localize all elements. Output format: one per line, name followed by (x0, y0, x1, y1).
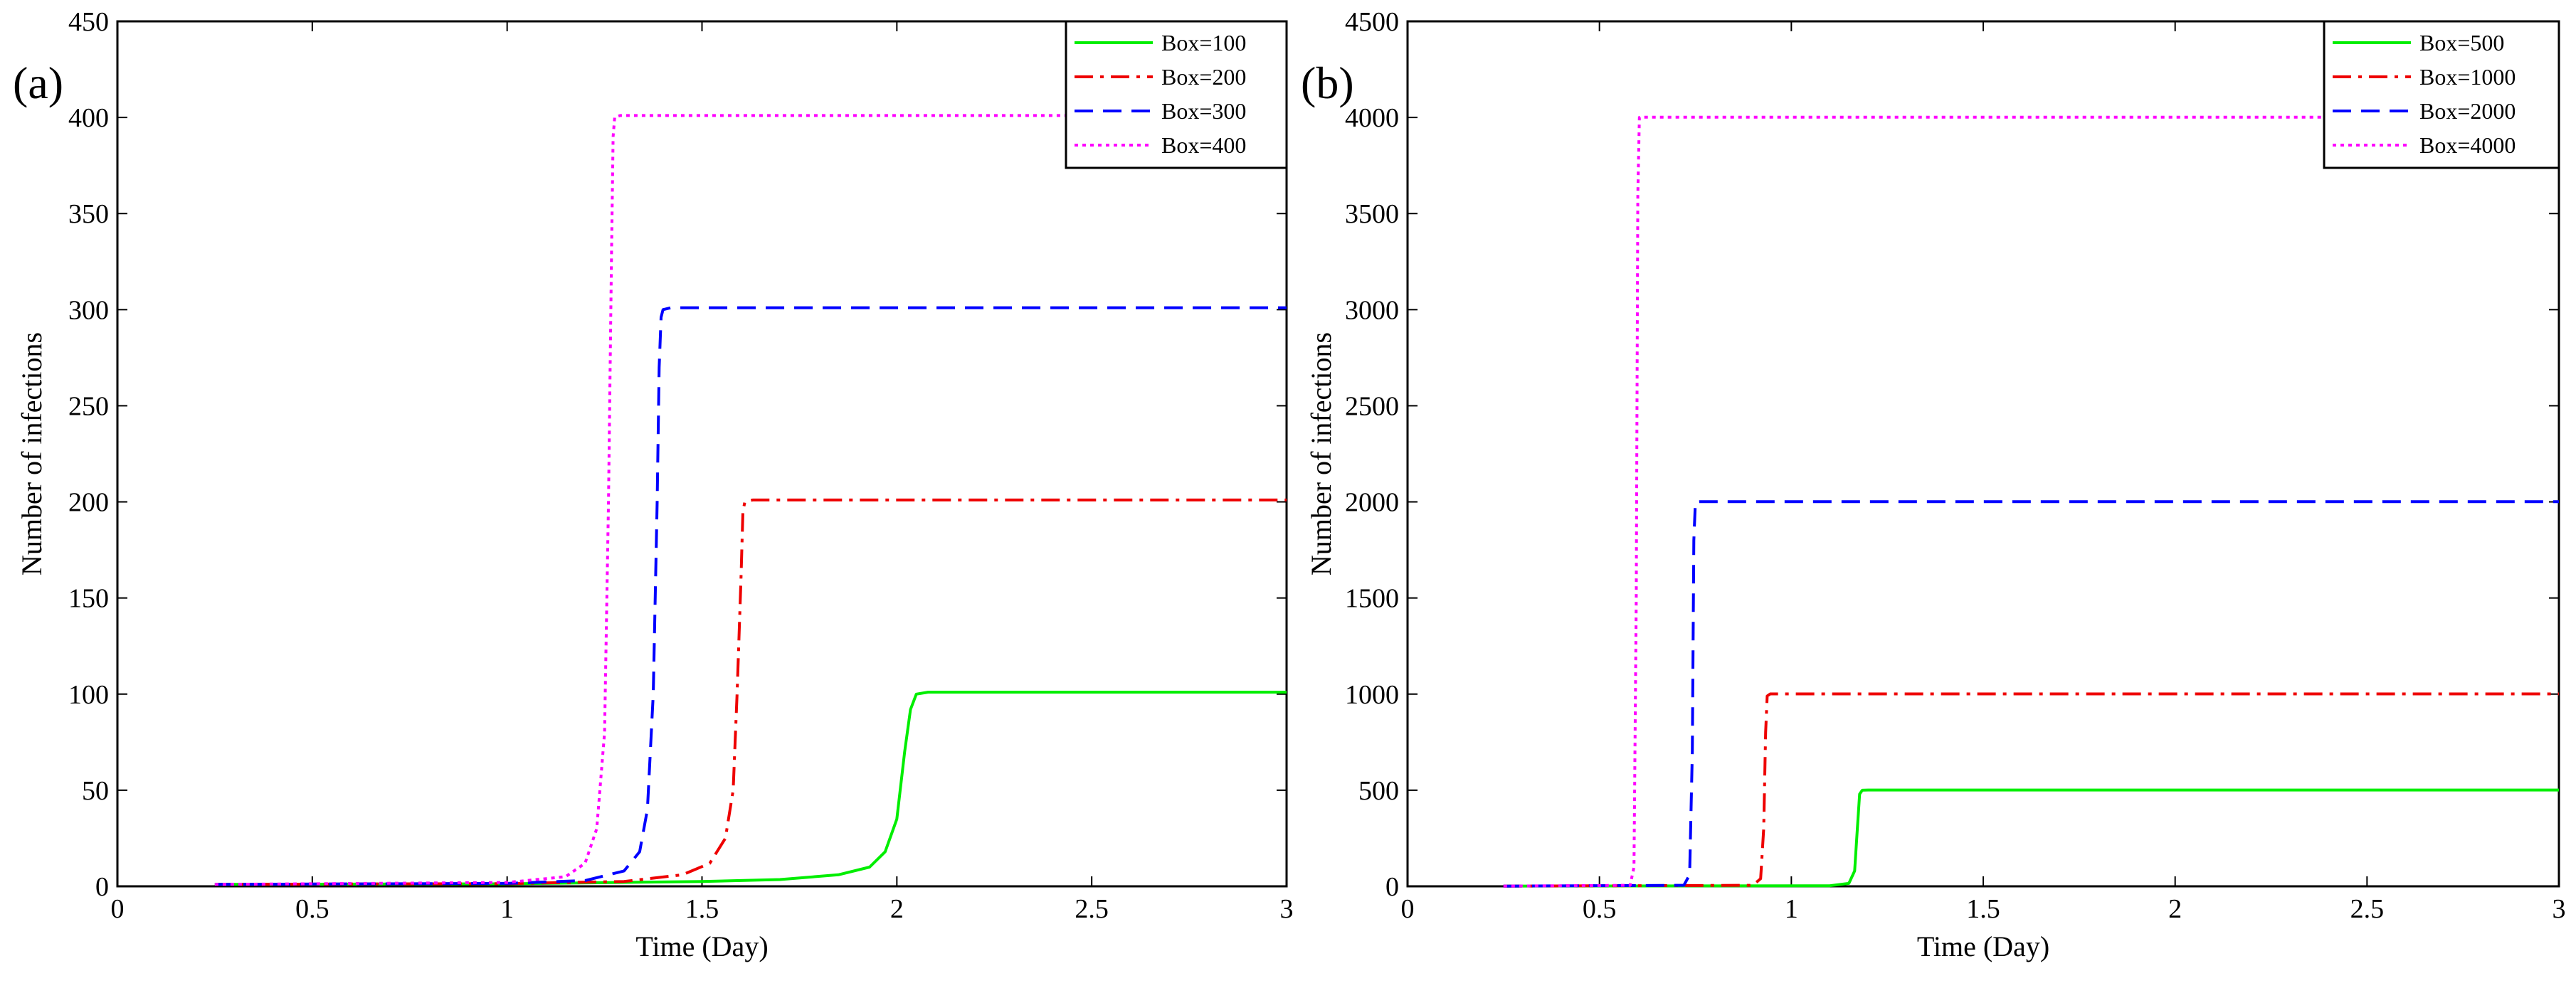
legend-entry: Box=100 (1075, 30, 1246, 55)
y-axis-label-b: Number of infections (1305, 332, 1337, 575)
x-tick-label: 1 (500, 894, 514, 924)
series-line-box-500 (1503, 788, 2559, 888)
y-tick-label: 100 (68, 680, 109, 710)
x-tick-label: 0 (111, 894, 125, 924)
series-line-box-300 (214, 306, 1287, 886)
x-tick-label: 1 (1785, 894, 1798, 924)
legend-box-b (2323, 20, 2560, 169)
y-tick-label: 3000 (1345, 295, 1399, 325)
y-tick-label: 1500 (1345, 584, 1399, 614)
y-tick-label: 250 (68, 391, 109, 421)
x-tick-label: 2 (890, 894, 904, 924)
y-tick-label: 150 (68, 584, 109, 614)
legend-a: Box=100 Box=200 Box=300 Box=400 (1065, 20, 1288, 169)
x-tick-label: 2 (2168, 894, 2182, 924)
legend-entry: Box=4000 (2333, 132, 2516, 158)
legend-label: Box=100 (1161, 30, 1246, 55)
legend-label: Box=2000 (2419, 98, 2516, 124)
y-tick-label: 2000 (1345, 488, 1399, 518)
series-line-box-1000 (1503, 692, 2559, 888)
legend-entry: Box=500 (2333, 30, 2504, 55)
legend-entry: Box=2000 (2333, 98, 2516, 124)
legend-box-a (1065, 20, 1288, 169)
panel-label-b: (b) (1301, 58, 1354, 108)
legend-label: Box=300 (1161, 98, 1246, 124)
y-tick-label: 3500 (1345, 199, 1399, 229)
y-tick-label: 350 (68, 199, 109, 229)
series-line-box-2000 (1503, 500, 2559, 888)
x-ticks-a: 0 0.5 1 1.5 2 2.5 3 (111, 21, 1294, 924)
panel-b: (b) Time (Day) Number of infections 0 0.5… (1301, 7, 2566, 962)
x-tick-label: 0.5 (1583, 894, 1617, 924)
panel-a: (a) Time (Day) Number of infections 0 0.5… (13, 7, 1294, 962)
legend-entry: Box=200 (1075, 64, 1246, 90)
legend-entry: Box=300 (1075, 98, 1246, 124)
y-axis-label-a: Number of infections (16, 332, 48, 575)
legend-entry: Box=400 (1075, 132, 1246, 158)
y-tick-label: 1000 (1345, 680, 1399, 710)
x-tick-label: 2.5 (1075, 894, 1109, 924)
y-tick-label: 450 (68, 7, 109, 37)
y-tick-label: 0 (95, 872, 109, 902)
y-tick-label: 50 (82, 776, 109, 806)
x-tick-label: 1.5 (1966, 894, 2000, 924)
series-group-a (214, 114, 1287, 886)
legend-label: Box=400 (1161, 132, 1246, 158)
y-ticks-a: 0 50 100 150 200 250 300 350 400 450 (68, 7, 1287, 902)
y-tick-label: 4000 (1345, 103, 1399, 133)
legend-entry: Box=1000 (2333, 64, 2516, 90)
y-tick-label: 0 (1385, 872, 1399, 902)
x-tick-label: 3 (1280, 894, 1294, 924)
series-line-box-200 (214, 498, 1287, 886)
x-tick-label: 2.5 (2350, 894, 2385, 924)
x-tick-label: 0 (1401, 894, 1415, 924)
x-axis-label-a: Time (Day) (635, 930, 768, 962)
panel-label-a: (a) (13, 58, 63, 108)
y-tick-label: 2500 (1345, 391, 1399, 421)
y-tick-label: 500 (1358, 776, 1399, 806)
y-tick-label: 4500 (1345, 7, 1399, 37)
x-ticks-b: 0 0.5 1 1.5 2 2.5 3 (1401, 21, 2566, 924)
y-tick-label: 300 (68, 295, 109, 325)
legend-b: Box=500 Box=1000 Box=2000 Box=4000 (2323, 20, 2560, 169)
x-tick-label: 0.5 (295, 894, 329, 924)
legend-label: Box=500 (2419, 30, 2504, 55)
legend-label: Box=200 (1161, 64, 1246, 90)
y-tick-label: 400 (68, 103, 109, 133)
series-group-b (1503, 115, 2559, 888)
x-axis-label-b: Time (Day) (1917, 930, 2049, 962)
y-ticks-b: 0 500 1000 1500 2000 2500 3000 3500 4000 4500 (1345, 7, 2559, 902)
y-tick-label: 200 (68, 488, 109, 518)
legend-label: Box=4000 (2419, 132, 2516, 158)
series-line-box-100 (214, 691, 1287, 886)
x-tick-label: 1.5 (685, 894, 719, 924)
x-tick-label: 3 (2553, 894, 2566, 924)
legend-label: Box=1000 (2419, 64, 2516, 90)
